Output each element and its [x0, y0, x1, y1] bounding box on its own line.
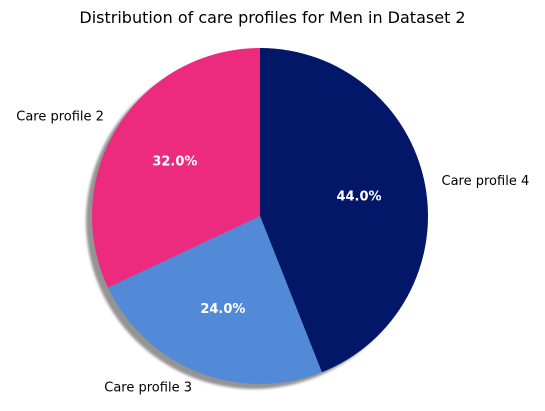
pie-slices — [91, 48, 429, 384]
pie-category-label-care-profile-4: Care profile 4 — [442, 174, 530, 189]
pie-pct-label-care-profile-4: 44.0% — [336, 190, 381, 205]
pie-slice-care-profile-3 — [107, 216, 322, 384]
pie-pct-label-care-profile-3: 24.0% — [200, 302, 245, 317]
pie-category-label-care-profile-3: Care profile 3 — [104, 380, 192, 395]
pie-labels: 44.0% Care profile 4 24.0% Care profile 3 32… — [16, 109, 529, 395]
pie-slice-care-profile-2 — [91, 48, 261, 288]
chart-title: Distribution of care profiles for Men in… — [79, 8, 466, 27]
pie-slice-care-profile-4 — [260, 48, 429, 373]
pie-pct-label-care-profile-2: 32.0% — [152, 154, 197, 169]
pie-category-label-care-profile-2: Care profile 2 — [16, 109, 104, 124]
